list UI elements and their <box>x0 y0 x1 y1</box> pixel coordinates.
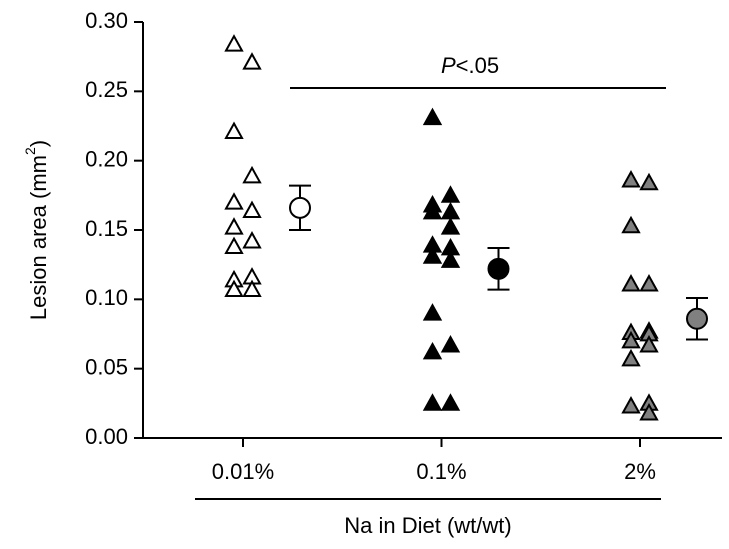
point <box>422 107 443 126</box>
point <box>242 279 262 298</box>
mean-point <box>686 307 708 330</box>
point <box>639 402 659 421</box>
annotation-text: <.05 <box>456 53 499 78</box>
y-label-main: Lesion area (mm <box>26 155 51 320</box>
y-label-sup: 2 <box>22 147 38 155</box>
point <box>621 274 641 292</box>
point <box>440 217 461 235</box>
point <box>224 34 244 52</box>
point <box>224 217 244 235</box>
annotation: P<.05 <box>441 53 499 78</box>
point <box>440 201 461 220</box>
point <box>621 396 641 414</box>
point <box>242 52 262 70</box>
annotation-p: P <box>441 53 456 78</box>
x-tick-label: 0.1% <box>416 459 466 484</box>
mean-point <box>289 196 311 219</box>
point <box>242 200 262 218</box>
point <box>621 330 641 349</box>
point <box>422 303 443 321</box>
point <box>639 172 659 191</box>
x-tick-label: 0.01% <box>212 459 274 484</box>
y-tick-label: 0.10 <box>85 285 128 310</box>
point <box>422 393 443 411</box>
point <box>621 348 641 367</box>
point <box>621 215 641 234</box>
y-tick-label: 0.00 <box>85 424 128 449</box>
mean-point <box>487 257 510 280</box>
point <box>639 274 659 292</box>
point <box>440 250 461 268</box>
point <box>224 192 244 210</box>
point <box>422 246 443 264</box>
point <box>639 335 659 353</box>
x-tick-label: 2% <box>624 459 656 484</box>
point <box>440 185 461 203</box>
point <box>242 165 262 184</box>
point <box>440 335 461 353</box>
x-axis-label: Na in Diet (wt/wt) <box>344 513 511 538</box>
point <box>224 121 244 139</box>
point <box>242 231 262 249</box>
point <box>440 393 461 411</box>
point <box>422 341 443 360</box>
y-label-end: ) <box>26 140 51 147</box>
y-tick-label: 0.30 <box>85 8 128 33</box>
point <box>621 170 641 188</box>
y-tick-label: 0.25 <box>85 77 128 102</box>
y-tick-label: 0.05 <box>85 354 128 379</box>
y-tick-label: 0.15 <box>85 216 128 241</box>
point <box>224 279 244 298</box>
y-axis-label: Lesion area (mm2) <box>22 140 51 320</box>
point <box>422 201 443 220</box>
point <box>224 236 244 255</box>
y-tick-label: 0.20 <box>85 146 128 171</box>
